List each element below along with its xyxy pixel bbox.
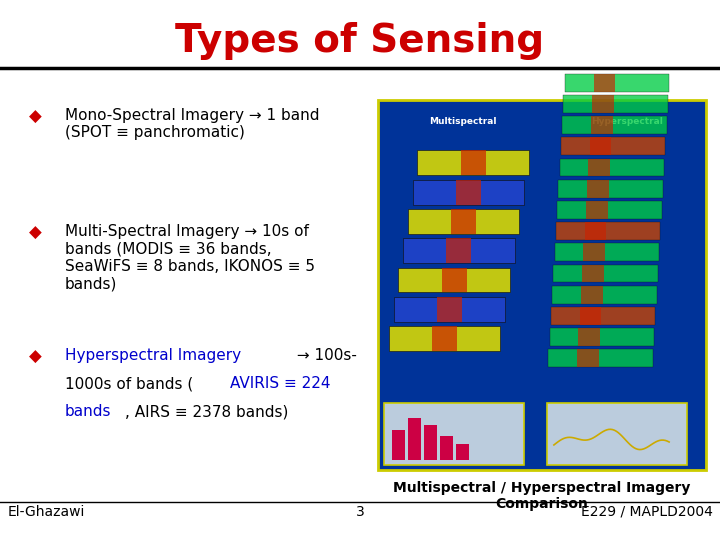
Bar [394,297,505,322]
Text: 1000s of bands (: 1000s of bands ( [65,376,193,392]
Bar [418,150,529,175]
Bar [446,238,472,263]
Bar [551,307,655,325]
Bar [591,116,613,134]
Bar [577,349,599,367]
Bar [403,238,515,263]
Bar [408,209,519,234]
Text: 3: 3 [356,505,364,519]
Bar [554,244,659,261]
Bar [549,349,653,367]
Bar [578,328,600,346]
Bar [384,403,524,465]
Bar [441,268,467,293]
Bar [456,444,469,460]
Text: ◆: ◆ [29,348,42,366]
Bar [564,74,669,92]
Bar [451,209,476,234]
Bar [593,74,615,92]
Bar [398,268,510,293]
Text: Types of Sensing: Types of Sensing [176,22,544,59]
Text: Pixel Has Discrete
Spectral Bands: Pixel Has Discrete Spectral Bands [423,411,484,422]
Bar [588,159,610,177]
Bar [561,137,665,156]
Bar [588,180,609,198]
Bar [389,326,500,351]
Bar [583,244,605,261]
Bar [556,222,660,240]
Bar [408,418,421,460]
Bar [440,436,453,460]
Bar [437,297,462,322]
Bar [552,286,657,303]
Bar [593,95,614,113]
Bar [562,116,667,134]
Text: Hyperspectral: Hyperspectral [591,117,663,126]
Bar [392,430,405,460]
Bar [413,180,524,205]
Bar [378,100,706,470]
Bar [564,95,668,113]
Text: Multi-Spectral Imagery → 10s of
bands (MODIS ≡ 36 bands,
SeaWiFS ≡ 8 bands, IKON: Multi-Spectral Imagery → 10s of bands (M… [65,224,315,291]
Bar [581,286,603,303]
Bar [546,403,687,465]
Text: bands: bands [65,404,112,420]
Bar [590,137,611,156]
Text: Multispectral: Multispectral [429,117,497,126]
Text: Mono-Spectral Imagery → 1 band
(SPOT ≡ panchromatic): Mono-Spectral Imagery → 1 band (SPOT ≡ p… [65,108,319,140]
Bar [580,307,601,325]
Bar [461,150,486,175]
Text: E229 / MAPLD2004: E229 / MAPLD2004 [581,505,713,519]
Bar [554,265,658,282]
Bar [432,326,457,351]
Bar [582,265,604,282]
Text: AVIRIS ≡ 224: AVIRIS ≡ 224 [230,376,330,392]
Bar [559,159,664,177]
Bar [424,425,437,460]
Text: , AIRS ≡ 2378 bands): , AIRS ≡ 2378 bands) [125,404,288,420]
Bar [557,201,662,219]
Text: ◆: ◆ [29,108,42,126]
Text: Multispectral / Hyperspectral Imagery
Comparison: Multispectral / Hyperspectral Imagery Co… [393,481,690,511]
Text: ◆: ◆ [29,224,42,242]
Bar [585,222,606,240]
Text: El-Ghazawi: El-Ghazawi [7,505,84,519]
Bar [549,328,654,346]
Bar [586,201,608,219]
Text: → 100s-: → 100s- [292,348,357,363]
Bar [456,180,481,205]
Bar [559,180,663,198]
Text: Hyperspectral Imagery: Hyperspectral Imagery [65,348,241,363]
Text: Pixel Has Continuous
Spectrum: Pixel Has Continuous Spectrum [582,411,652,422]
